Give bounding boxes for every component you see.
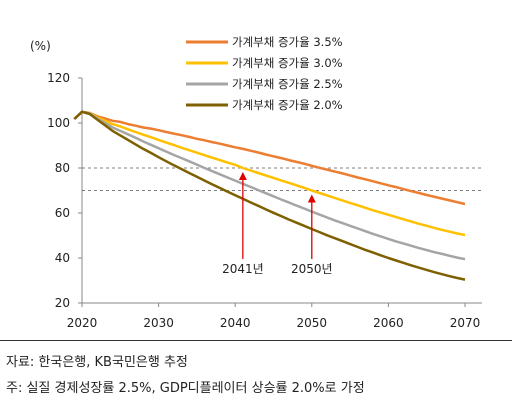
source-divider <box>0 340 512 341</box>
series-line-2 <box>73 110 466 261</box>
annotation-arrow-head <box>307 194 316 203</box>
legend: 가계부채 증가율 3.5% 가계부채 증가율 3.0% 가계부채 증가율 2.5% 가… <box>186 35 343 112</box>
series-line-3 <box>73 110 466 281</box>
x-tick-label: 2060 <box>373 316 404 330</box>
legend-label: 가계부채 증가율 3.0% <box>232 56 343 70</box>
x-tick-label: 2020 <box>67 316 98 330</box>
legend-label: 가계부채 증가율 2.5% <box>232 77 343 91</box>
y-tick-label: 40 <box>55 251 70 265</box>
legend-label: 가계부채 증가율 2.0% <box>232 98 343 112</box>
series-line-0 <box>73 110 466 206</box>
y-tick-label: 60 <box>55 206 70 220</box>
source-note: 자료: 한국은행, KB국민은행 추정 <box>6 355 188 370</box>
y-tick-label: 20 <box>55 296 70 310</box>
x-tick-label: 2040 <box>220 316 251 330</box>
y-tick-label: 120 <box>47 71 70 85</box>
series-line-1 <box>73 110 466 237</box>
annotation-label: 2041년 <box>222 262 264 276</box>
x-tick-label: 2030 <box>143 316 174 330</box>
y-unit-label: (%) <box>30 39 51 53</box>
footnote: 주: 실질 경제성장률 2.5%, GDP디플레이터 상승률 2.0%로 가정 <box>6 381 365 396</box>
legend-label: 가계부채 증가율 3.5% <box>232 35 343 49</box>
x-tick-label: 2070 <box>450 316 481 330</box>
y-tick-label: 80 <box>55 161 70 175</box>
x-tick-label: 2050 <box>297 316 328 330</box>
annotation-arrow-head <box>238 172 247 180</box>
y-tick-label: 100 <box>47 116 70 130</box>
annotation-label: 2050년 <box>291 262 333 276</box>
